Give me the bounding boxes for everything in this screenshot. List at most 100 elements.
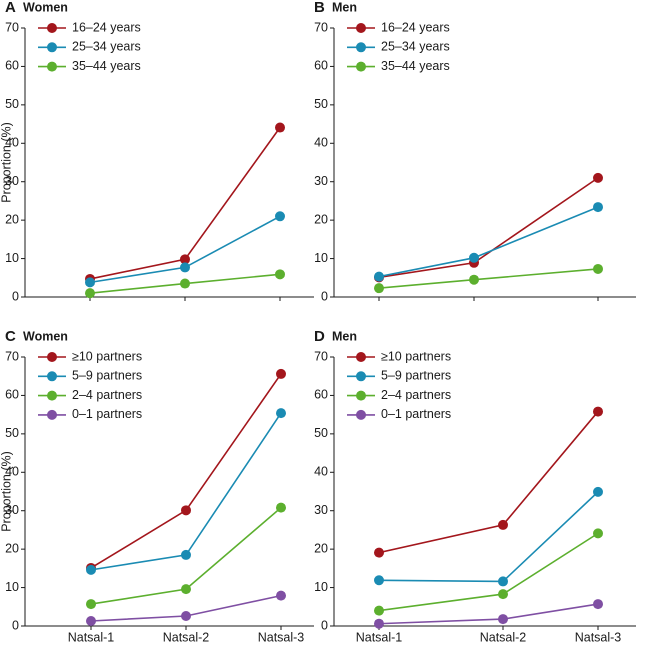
y-tick-label: 50 xyxy=(5,426,19,440)
panel-letter: A xyxy=(5,0,16,16)
data-point-ge10-partners-natsal-1 xyxy=(374,547,384,558)
y-tick-label: 20 xyxy=(5,541,19,555)
y-tick-label: 20 xyxy=(314,212,328,226)
legend-item-5-9-partners: 5–9 partners xyxy=(347,369,451,383)
data-point-5-9-partners-natsal-2 xyxy=(181,549,191,560)
y-tick-label: 70 xyxy=(314,349,328,363)
data-point-ge10-partners-natsal-2 xyxy=(498,519,508,530)
data-point-25-34-years-natsal-3 xyxy=(275,211,285,222)
y-axis-title: Proportion (%) xyxy=(0,122,13,203)
legend-marker xyxy=(356,61,366,72)
data-point-0-1-partners-natsal-3 xyxy=(276,590,286,601)
data-point-ge10-partners-natsal-3 xyxy=(276,368,286,379)
panel-letter: B xyxy=(314,0,325,16)
data-point-2-4-partners-natsal-3 xyxy=(593,528,603,539)
series-0-1-partners xyxy=(86,590,286,627)
data-point-16-24-years-natsal-2 xyxy=(180,254,190,265)
y-tick-label: 10 xyxy=(5,580,19,594)
legend-marker xyxy=(356,352,366,362)
data-point-35-44-years-natsal-1 xyxy=(85,288,95,299)
y-tick-label: 40 xyxy=(5,465,19,479)
panel-title: Women xyxy=(23,0,68,14)
y-axis-title: Proportion (%) xyxy=(0,451,13,532)
data-point-16-24-years-natsal-3 xyxy=(275,122,285,133)
series-5-9-partners xyxy=(374,486,603,587)
data-point-25-34-years-natsal-2 xyxy=(180,262,190,273)
series-16-24-years xyxy=(85,122,285,284)
legend-item-25-34-years: 25–34 years xyxy=(347,40,450,54)
y-tick-label: 30 xyxy=(314,174,328,188)
panel-a-women-by-age: A Women 0 10 20 30 40 50 60 70 Proportion (%) 16–24… xyxy=(0,0,314,303)
data-point-5-9-partners-natsal-1 xyxy=(374,575,384,586)
legend-item-35-44-years: 35–44 years xyxy=(347,59,450,73)
legend-marker xyxy=(356,371,366,382)
series-35-44-years xyxy=(85,269,285,299)
data-point-35-44-years-natsal-2 xyxy=(469,274,479,285)
y-tick-label: 40 xyxy=(314,465,328,479)
data-point-0-1-partners-natsal-1 xyxy=(374,618,384,629)
data-point-25-34-years-natsal-3 xyxy=(593,202,603,213)
legend-item-16-24-years: 16–24 years xyxy=(347,20,450,34)
data-point-5-9-partners-natsal-1 xyxy=(86,564,96,575)
series-2-4-partners xyxy=(374,528,603,616)
y-tick-label: 60 xyxy=(314,388,328,402)
data-point-0-1-partners-natsal-2 xyxy=(181,611,191,622)
series-2-4-partners xyxy=(86,502,286,610)
legend-label: 5–9 partners xyxy=(72,369,142,383)
x-tick-label: Natsal-2 xyxy=(163,630,210,644)
series-line-25-34-years xyxy=(378,206,599,278)
legend-label: ≥10 partners xyxy=(381,349,451,363)
data-point-0-1-partners-natsal-2 xyxy=(498,614,508,625)
legend-item-35-44-years: 35–44 years xyxy=(38,59,141,73)
legend-label: 0–1 partners xyxy=(381,407,451,421)
data-point-25-34-years-natsal-1 xyxy=(374,271,384,282)
x-tick-label: Natsal-1 xyxy=(356,630,403,644)
legend-label: 25–34 years xyxy=(72,40,141,54)
y-tick-label: 0 xyxy=(12,289,19,303)
series-16-24-years xyxy=(374,172,603,283)
data-point-35-44-years-natsal-3 xyxy=(275,269,285,280)
data-point-25-34-years-natsal-1 xyxy=(85,277,95,288)
data-point-2-4-partners-natsal-2 xyxy=(181,584,191,595)
legend-marker xyxy=(47,352,57,362)
y-tick-label: 10 xyxy=(314,580,328,594)
legend-item-ge10-partners: ≥10 partners xyxy=(38,349,142,363)
data-point-35-44-years-natsal-2 xyxy=(180,278,190,289)
y-tick-label: 0 xyxy=(321,289,328,303)
series-35-44-years xyxy=(374,263,603,294)
data-point-25-34-years-natsal-2 xyxy=(469,252,479,263)
panel-d-men-by-partners: D Men 0 10 20 30 40 50 60 70 Natsal-1 Natsal-2 Natsa… xyxy=(314,328,636,644)
y-tick-label: 20 xyxy=(5,212,19,226)
panel-b-men-by-age: B Men 0 10 20 30 40 50 60 70 16–24 years 25–34 year… xyxy=(314,0,636,303)
legend-item-2-4-partners: 2–4 partners xyxy=(38,388,142,402)
legend-label: 2–4 partners xyxy=(381,388,451,402)
x-tick-label: Natsal-1 xyxy=(68,630,115,644)
data-point-35-44-years-natsal-1 xyxy=(374,283,384,294)
y-tick-label: 50 xyxy=(5,97,19,111)
legend-marker xyxy=(47,409,57,420)
y-tick-label: 30 xyxy=(314,503,328,517)
legend-item-2-4-partners: 2–4 partners xyxy=(347,388,451,402)
legend-marker xyxy=(47,42,57,53)
x-tick-label: Natsal-3 xyxy=(258,630,305,644)
legend-marker xyxy=(47,61,57,72)
legend-label: 35–44 years xyxy=(381,59,450,73)
panel-letter: D xyxy=(314,328,325,345)
x-tick-label: Natsal-2 xyxy=(480,630,527,644)
panel-title: Men xyxy=(332,329,357,343)
panel-title: Women xyxy=(23,329,68,343)
data-point-35-44-years-natsal-3 xyxy=(593,263,603,274)
legend-label: 2–4 partners xyxy=(72,388,142,402)
legend-item-0-1-partners: 0–1 partners xyxy=(347,407,451,421)
y-tick-label: 10 xyxy=(5,251,19,265)
legend-label: 16–24 years xyxy=(381,20,450,34)
panel-title: Men xyxy=(332,0,357,14)
legend-label: 0–1 partners xyxy=(72,407,142,421)
legend-item-25-34-years: 25–34 years xyxy=(38,40,141,54)
legend: 16–24 years 25–34 years 35–44 years xyxy=(38,20,141,73)
data-point-ge10-partners-natsal-2 xyxy=(181,505,191,516)
data-point-2-4-partners-natsal-2 xyxy=(498,589,508,600)
series-ge10-partners xyxy=(374,406,603,558)
legend-item-5-9-partners: 5–9 partners xyxy=(38,369,142,383)
